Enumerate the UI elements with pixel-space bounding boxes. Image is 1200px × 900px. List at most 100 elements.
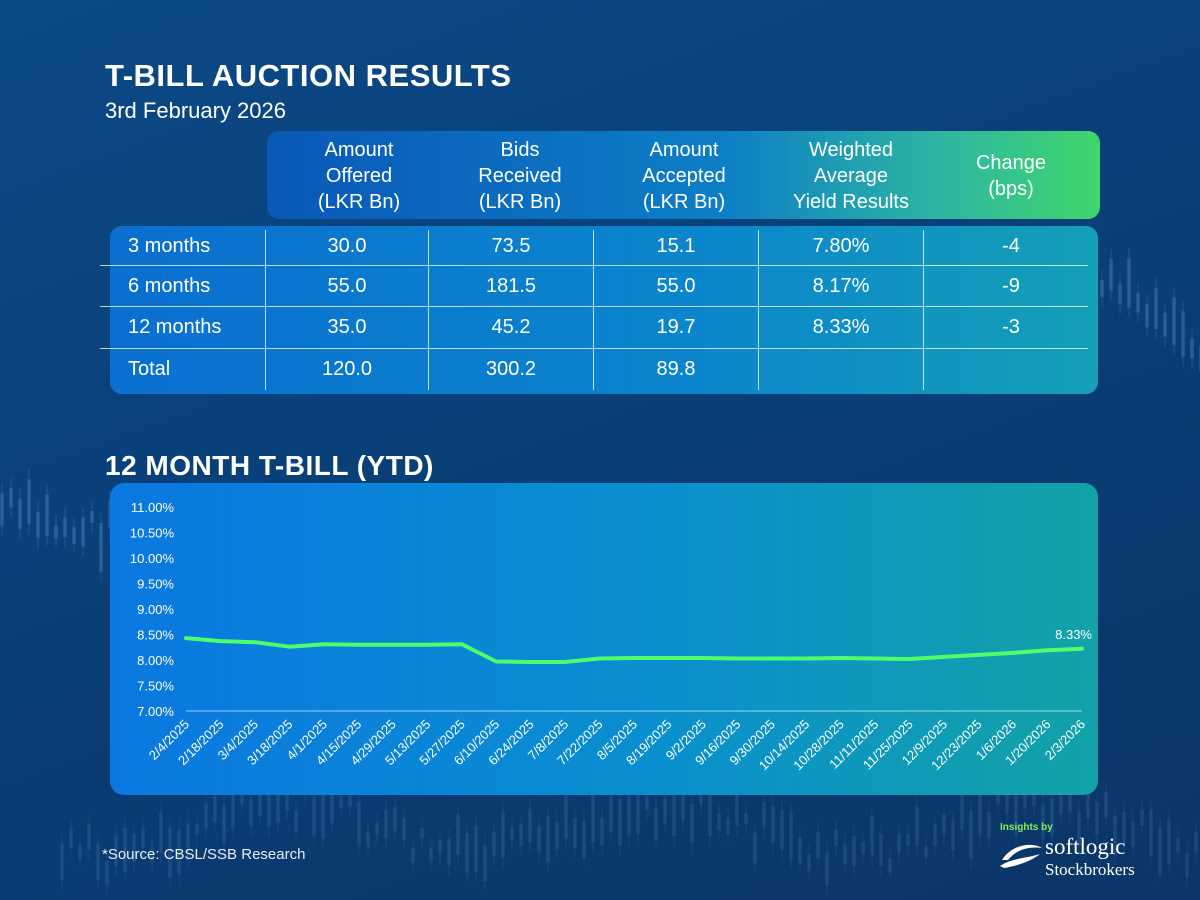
cell-weighted-yield: 8.33% bbox=[812, 316, 870, 338]
bg-candle-body bbox=[321, 793, 325, 839]
bg-candle-body bbox=[771, 806, 775, 843]
cell-bids-received: 181.5 bbox=[485, 275, 537, 297]
data-point bbox=[184, 636, 188, 640]
bg-candle-body bbox=[276, 794, 280, 824]
logo-wordmark-softlogic: softlogic bbox=[1045, 834, 1126, 859]
bg-candle-body bbox=[852, 835, 856, 867]
table-row-divider bbox=[100, 348, 1088, 349]
bg-candle-body bbox=[186, 823, 190, 859]
bg-candle-body bbox=[72, 527, 76, 544]
y-tick-label: 10.50% bbox=[130, 526, 175, 541]
bg-candle-body bbox=[933, 824, 937, 846]
bg-candle-body bbox=[402, 818, 406, 841]
bg-candle-body bbox=[663, 798, 667, 824]
bg-candle-body bbox=[213, 795, 217, 822]
table-row-divider bbox=[100, 306, 1088, 307]
table-divider bbox=[758, 230, 759, 390]
bg-candle-body bbox=[591, 793, 595, 843]
bg-candle-body bbox=[609, 794, 613, 833]
bg-candle-body bbox=[96, 844, 100, 881]
bg-candle-body bbox=[99, 523, 103, 572]
bg-candle-body bbox=[204, 804, 208, 829]
bg-candle-body bbox=[81, 517, 85, 547]
end-value-label: 8.33% bbox=[1055, 627, 1092, 642]
bg-candle-body bbox=[861, 842, 865, 854]
bg-candle-body bbox=[54, 525, 58, 539]
bg-candle-body bbox=[114, 836, 118, 867]
bg-candle-body bbox=[150, 847, 154, 863]
bg-candle-body bbox=[987, 811, 991, 839]
bg-candle-body bbox=[339, 796, 343, 808]
table-row-12-months: 12 months 35.0 45.2 19.7 8.33% -3 bbox=[110, 307, 1098, 348]
page-subtitle: 3rd February 2026 bbox=[105, 98, 286, 123]
cell-amount-offered: 55.0 bbox=[327, 275, 367, 297]
cell-amount-offered: 35.0 bbox=[327, 316, 367, 338]
bg-candle-body bbox=[375, 822, 379, 835]
bg-candle-body bbox=[780, 810, 784, 850]
table-divider bbox=[428, 230, 429, 390]
bg-candle-body bbox=[564, 792, 568, 839]
bg-candle-body bbox=[528, 808, 532, 843]
bg-candle-body bbox=[1032, 789, 1036, 807]
bg-candle-body bbox=[969, 810, 973, 859]
bg-candle-body bbox=[195, 823, 199, 835]
column-header-amount-accepted: Amount Accepted (LKR Bn) bbox=[642, 139, 726, 213]
bg-candle-body bbox=[177, 829, 181, 875]
table-row-total: Total 120.0 300.2 89.8 bbox=[110, 349, 1098, 390]
bg-candle-body bbox=[690, 803, 694, 843]
cell-amount-accepted: 89.8 bbox=[656, 358, 696, 380]
cell-amount-accepted: 55.0 bbox=[656, 275, 696, 297]
bg-candle-body bbox=[429, 847, 433, 861]
bg-candle-body bbox=[168, 828, 172, 878]
data-point bbox=[1080, 647, 1084, 651]
bg-candle-body bbox=[105, 861, 109, 885]
cell-bids-received: 300.2 bbox=[485, 358, 537, 380]
cell-amount-accepted: 19.7 bbox=[656, 316, 696, 338]
bg-candle-body bbox=[645, 796, 649, 810]
bg-candle-body bbox=[366, 831, 370, 848]
bg-candle-body bbox=[501, 812, 505, 858]
cell-weighted-yield bbox=[759, 349, 923, 390]
bg-candle-body bbox=[708, 786, 712, 837]
cell-change-bps: -4 bbox=[1002, 235, 1020, 257]
bg-candle-body bbox=[141, 828, 145, 849]
data-point bbox=[253, 640, 257, 644]
data-point bbox=[632, 656, 636, 660]
bg-candle-body bbox=[546, 816, 550, 863]
bg-candle-body bbox=[447, 838, 451, 866]
y-tick-label: 10.00% bbox=[130, 551, 175, 566]
data-point bbox=[908, 657, 912, 661]
bg-candle-body bbox=[600, 818, 604, 846]
bg-candle-body bbox=[924, 846, 928, 858]
row-label: 6 months bbox=[128, 275, 211, 297]
bg-candle-body bbox=[744, 813, 748, 824]
bg-candle-body bbox=[1077, 811, 1081, 847]
row-label: 12 months bbox=[128, 316, 222, 338]
column-header-amount-offered: Amount Offered (LKR Bn) bbox=[317, 139, 401, 213]
chart-title: 12 MONTH T-BILL (YTD) bbox=[105, 450, 434, 481]
bg-candle-body bbox=[978, 787, 982, 836]
bg-candle-body bbox=[1041, 804, 1045, 840]
cell-amount-offered: 30.0 bbox=[327, 235, 367, 257]
bg-candle-body bbox=[1059, 781, 1063, 815]
bg-candle-body bbox=[555, 822, 559, 849]
bg-candle-body bbox=[816, 831, 820, 859]
bg-candle-body bbox=[1104, 791, 1108, 817]
cell-change-bps: -3 bbox=[1002, 316, 1020, 338]
cell-weighted-yield: 8.17% bbox=[812, 275, 870, 297]
source-note: *Source: CBSL/SSB Research bbox=[102, 846, 306, 863]
bg-candle-body bbox=[1181, 311, 1185, 357]
data-point bbox=[666, 656, 670, 660]
bg-candle-body bbox=[510, 826, 514, 840]
bg-candle-body bbox=[348, 796, 352, 808]
chart-panel bbox=[110, 483, 1098, 795]
logo-wordmark-stockbrokers: Stockbrokers bbox=[1045, 860, 1135, 879]
row-label: Total bbox=[128, 358, 171, 380]
bg-candle-body bbox=[1172, 297, 1176, 345]
bg-candle-body bbox=[672, 794, 676, 837]
bg-candle-body bbox=[159, 812, 163, 853]
table-row-3-months: 3 months 30.0 73.5 15.1 7.80% -4 bbox=[110, 226, 1098, 267]
page-title: T-BILL AUCTION RESULTS bbox=[105, 58, 512, 93]
bg-candle-body bbox=[456, 814, 460, 855]
y-tick-label: 7.50% bbox=[137, 679, 174, 694]
